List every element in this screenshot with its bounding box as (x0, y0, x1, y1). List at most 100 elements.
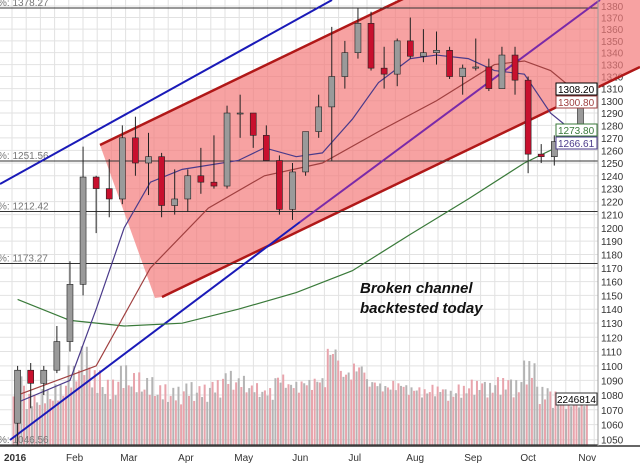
volume-bar (250, 385, 253, 446)
y-tick-label: 1300 (601, 97, 624, 108)
candle-body (53, 341, 61, 371)
volume-bar (104, 393, 107, 446)
volume-bar (381, 391, 384, 446)
candle-body (393, 40, 401, 75)
volume-bar (261, 391, 264, 446)
volume-bar (253, 392, 256, 446)
volume-bar (182, 391, 185, 446)
volume-bar (206, 401, 209, 446)
volume-bar (544, 399, 547, 446)
y-tick-label: 1120 (601, 333, 623, 344)
volume-bar (133, 373, 136, 446)
volume-bar (392, 380, 395, 446)
candle-body (407, 40, 414, 57)
volume-bar (143, 389, 146, 446)
price-tag-label: 1273.80 (558, 126, 595, 137)
candle-body (40, 369, 48, 384)
volume-bar (290, 384, 293, 446)
volume-bar (452, 396, 455, 446)
volume-bar (119, 365, 122, 446)
y-tick-label: 1080 (601, 391, 624, 402)
volume-bar (235, 382, 238, 446)
volume-bar (159, 385, 162, 446)
volume-bar (400, 385, 403, 446)
volume-bar (470, 379, 473, 446)
volume-bar (80, 346, 83, 446)
volume-bar (148, 394, 151, 446)
volume-bar (245, 392, 248, 446)
volume-bar (460, 397, 463, 446)
x-tick-label: May (234, 453, 253, 464)
x-tick-label: 2016 (4, 453, 27, 464)
volume-bar (112, 379, 115, 446)
volume-bar (282, 374, 285, 446)
price-tag-box (555, 136, 598, 150)
volume-bar (156, 394, 159, 446)
volume-bar (418, 387, 421, 446)
volume-bar (489, 382, 492, 446)
volume-bar (510, 379, 513, 446)
candle-body (341, 52, 349, 77)
candle-body (66, 284, 74, 342)
volume-bar (51, 400, 54, 446)
volume-bar (98, 370, 101, 446)
volume-bar (386, 387, 389, 446)
volume-bar (284, 387, 287, 446)
volume-bar (321, 378, 324, 446)
volume-bar (434, 396, 437, 446)
volume-bar (373, 382, 376, 446)
volume-bar (468, 388, 471, 446)
candle-body (184, 175, 192, 200)
y-tick-label: 1240 (601, 172, 624, 183)
volume-bar (101, 387, 104, 446)
volume-bar (329, 354, 332, 446)
volume-bar (274, 378, 277, 446)
volume-bar (541, 386, 544, 446)
volume-bar (512, 397, 515, 446)
volume-bar (177, 386, 180, 446)
candle-body (92, 176, 100, 189)
volume-bar (180, 404, 183, 446)
volume-bar (117, 381, 120, 446)
candle-body (354, 23, 362, 53)
volume-bar (585, 393, 588, 446)
volume-bar (28, 393, 31, 446)
volume-bar (499, 394, 502, 446)
volume-bar (216, 380, 219, 446)
volume-bar (481, 383, 484, 446)
y-tick-label: 1140 (601, 305, 623, 316)
volume-bar (397, 383, 400, 446)
lower-trend-line-extension (299, 0, 601, 223)
price-tag-box (555, 123, 598, 137)
volume-bar (277, 377, 280, 446)
volume-bar (185, 383, 188, 446)
candle-body (328, 76, 336, 108)
candle-body (524, 79, 532, 155)
volume-bar (504, 389, 507, 446)
volume-bar (20, 376, 23, 446)
y-tick-label: 1210 (601, 211, 624, 222)
volume-bar (486, 397, 489, 446)
volume-bar (308, 379, 311, 446)
volume-bar (517, 392, 520, 446)
volume-bar (303, 383, 306, 446)
x-tick-label: Jun (292, 453, 308, 464)
volume-bar (46, 389, 49, 446)
candle-body (485, 66, 493, 89)
candle-body (223, 112, 231, 187)
y-tick-label: 1170 (601, 264, 623, 275)
volume-bar (337, 360, 340, 446)
volume-bar (146, 377, 149, 446)
volume-bar (316, 381, 319, 446)
volume-bar (546, 388, 549, 446)
price-tag-box (555, 82, 598, 96)
volume-bar (347, 372, 350, 446)
candle-body (145, 156, 152, 164)
volume-bar (407, 394, 410, 446)
volume-bar (161, 399, 164, 446)
candle-body (79, 176, 87, 285)
candle-body (289, 171, 296, 210)
candle-body (380, 67, 388, 75)
y-tick-label: 1160 (601, 278, 623, 289)
